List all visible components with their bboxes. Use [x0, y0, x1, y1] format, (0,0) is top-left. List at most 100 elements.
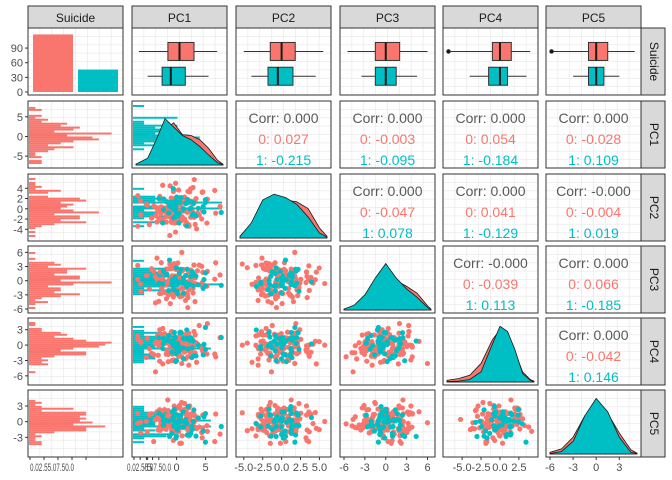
scatter-point — [212, 438, 218, 445]
scatter-point — [382, 351, 388, 357]
scatter-point — [268, 353, 274, 359]
scatter-point — [287, 292, 293, 298]
panel-border — [442, 27, 539, 96]
scatter-point — [520, 416, 526, 422]
scatter-point — [385, 325, 391, 332]
x-tick-label-PC2: -2.5 — [253, 462, 272, 474]
scatter-point — [322, 418, 328, 425]
histogram-bar — [29, 285, 49, 288]
scatter-point — [402, 358, 408, 364]
scatter-point — [269, 322, 275, 329]
scatter-point — [255, 356, 261, 362]
scatter-point — [195, 342, 201, 348]
box — [587, 41, 609, 61]
scatter-point — [175, 340, 181, 346]
histogram-bar — [133, 349, 145, 352]
scatter-point — [184, 223, 190, 229]
scatter-point — [381, 341, 387, 347]
scatter-point — [249, 426, 255, 432]
scatter-point — [405, 333, 411, 339]
scatter-point — [166, 210, 172, 216]
scatter-point — [152, 300, 159, 306]
scatter-point — [169, 349, 175, 355]
scatter-point — [396, 345, 402, 351]
corr-group-1: 1: -0.184 — [463, 152, 518, 168]
histogram-bar — [133, 427, 145, 430]
histogram-bar — [29, 199, 87, 202]
histogram-bar — [29, 146, 74, 149]
corr-total: Corr: -0.000 — [453, 255, 528, 271]
y-tick-label-PC3: 3 — [17, 262, 23, 274]
histogram-bar — [29, 150, 49, 153]
density-PC1-1 — [135, 117, 224, 166]
scatter-point — [384, 419, 390, 425]
scatter-point — [176, 424, 182, 430]
scatter-point — [272, 292, 278, 299]
histogram-bar — [29, 221, 87, 224]
strip-right-Suicide — [640, 27, 666, 96]
scatter-point — [171, 261, 177, 267]
scatter-point — [170, 276, 176, 282]
scatter-point — [199, 216, 205, 222]
y-tick-label-PC2: -4 — [13, 224, 23, 236]
y-tick-label-suicide: 90 — [11, 43, 23, 55]
histogram-bar — [29, 152, 36, 155]
histogram-bar — [29, 427, 87, 430]
scatter-point — [253, 327, 259, 333]
scatter-point — [349, 423, 355, 429]
scatter-point — [258, 413, 264, 419]
scatter-point — [493, 426, 499, 432]
scatter-point — [304, 294, 310, 301]
histogram-bar — [29, 114, 42, 117]
scatter-point — [157, 358, 163, 364]
histogram-bar — [29, 160, 42, 163]
scatter-point — [192, 221, 198, 227]
scatter-point — [135, 223, 141, 229]
scatter-point — [176, 402, 183, 409]
scatter-point — [508, 397, 514, 403]
scatter-point — [193, 226, 200, 232]
scatter-point — [288, 329, 294, 336]
histogram-bar — [29, 124, 61, 127]
scatter-point — [364, 407, 370, 413]
scatter-point — [137, 281, 144, 287]
bar-suicide-1 — [78, 69, 118, 92]
y-tick-label-PC1: -5 — [13, 151, 23, 163]
corr-group-1: 1: 0.146 — [568, 369, 619, 385]
panel-border — [27, 100, 124, 169]
scatter-point — [376, 423, 382, 430]
scatter-point — [201, 209, 207, 215]
panel-border — [235, 389, 332, 458]
scatter-point — [303, 412, 310, 418]
scatter-point — [310, 421, 316, 427]
scatter-point — [253, 342, 259, 348]
scatter-point — [380, 359, 386, 365]
box — [167, 41, 195, 61]
histogram-bar — [29, 403, 36, 406]
panel-border — [235, 245, 332, 314]
scatter-point — [408, 357, 414, 363]
x-tick-label-PC2: 0.0 — [274, 462, 289, 474]
scatter-point — [509, 412, 515, 418]
scatter-point — [389, 341, 396, 347]
scatter-point — [502, 415, 508, 421]
histogram-bar — [29, 251, 36, 254]
scatter-point — [306, 438, 312, 445]
scatter-point — [212, 276, 218, 282]
scatter-point — [424, 420, 431, 426]
corr-total: Corr: 0.000 — [248, 110, 318, 126]
scatter-point — [375, 324, 381, 331]
histogram-bar — [29, 399, 36, 402]
histogram-bar — [29, 257, 36, 260]
scatter-point — [148, 350, 155, 356]
scatter-point — [396, 426, 402, 432]
histogram-bar — [29, 355, 55, 358]
scatter-point — [385, 338, 391, 345]
scatter-point — [178, 194, 184, 201]
panel-PC2-PC4 — [443, 174, 538, 241]
scatter-point — [175, 412, 181, 418]
scatter-point — [257, 351, 264, 357]
boxplot-PC2-0 — [243, 41, 324, 61]
histogram-bar — [133, 116, 178, 119]
histogram-bar — [29, 106, 36, 109]
